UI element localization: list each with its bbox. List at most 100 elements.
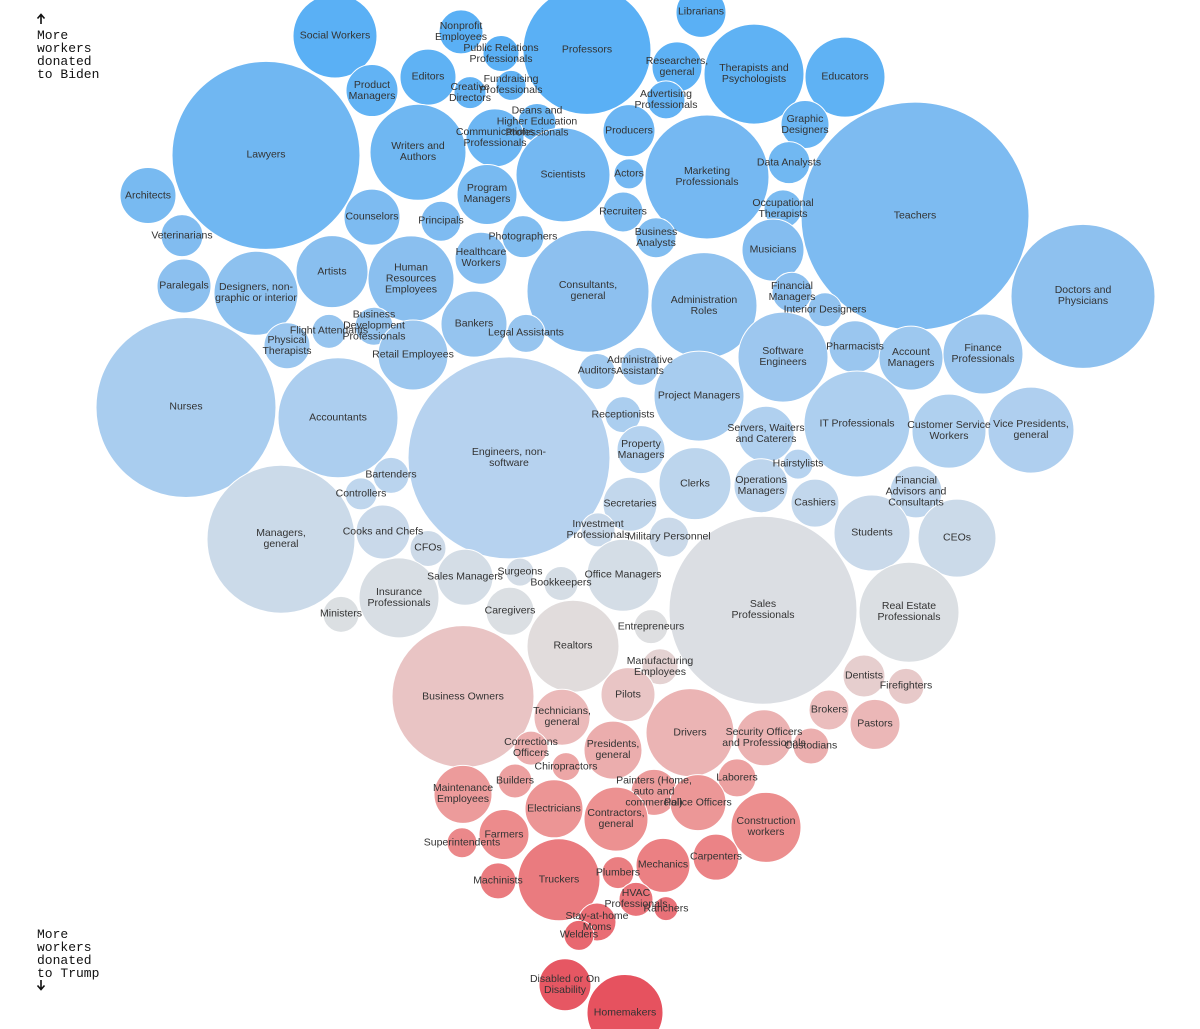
bubble <box>653 350 745 442</box>
bubble <box>409 529 447 567</box>
arrow-down <box>36 980 46 991</box>
bubble <box>345 64 399 118</box>
bubble <box>456 163 518 225</box>
bubble <box>551 752 581 782</box>
bubble <box>586 538 660 612</box>
bubble <box>833 494 911 572</box>
bubble <box>669 774 727 832</box>
bubble <box>675 0 727 38</box>
bubble <box>646 80 686 120</box>
bubble <box>618 881 654 917</box>
bubble <box>322 595 360 633</box>
bubble <box>160 214 204 258</box>
bubble <box>538 958 592 1012</box>
bubble <box>653 896 679 922</box>
bubble <box>600 667 656 723</box>
bubble <box>95 316 277 498</box>
bubble <box>436 548 494 606</box>
bubble <box>453 76 487 110</box>
bubble <box>635 217 677 259</box>
bubble <box>478 809 530 861</box>
bubble <box>369 103 467 201</box>
bubble <box>616 425 666 475</box>
bubble <box>526 599 620 693</box>
bubble <box>887 667 925 705</box>
bubble <box>601 856 635 890</box>
bubble <box>485 586 535 636</box>
bubble <box>454 231 508 285</box>
bubble <box>730 791 802 863</box>
bubble <box>807 292 843 328</box>
bubble <box>156 258 212 314</box>
bubble <box>433 764 493 824</box>
bubble <box>735 709 793 767</box>
bubble <box>741 218 805 282</box>
bubble <box>524 779 584 839</box>
bubble <box>808 689 850 731</box>
bubble <box>479 862 517 900</box>
bubble <box>641 648 679 686</box>
bubble <box>692 833 740 881</box>
bubble <box>771 271 813 313</box>
bubble <box>501 215 545 259</box>
bubble <box>206 464 356 614</box>
bubble <box>391 625 535 769</box>
bubble <box>828 320 882 374</box>
bubble <box>987 386 1075 474</box>
bubble <box>703 23 805 125</box>
bubble <box>295 235 369 309</box>
bubble <box>513 730 549 766</box>
bubble <box>495 69 527 101</box>
bubble <box>604 396 642 434</box>
bubble <box>343 188 401 246</box>
bubble <box>119 167 177 225</box>
bubble <box>213 250 299 336</box>
bubble <box>522 0 652 115</box>
bubble <box>644 114 770 240</box>
bubble <box>292 0 378 79</box>
bubble <box>648 516 690 558</box>
bubble <box>526 229 650 353</box>
bubble <box>602 191 644 233</box>
axis-note-bottom: More workers donated to Trump <box>37 927 100 981</box>
bubble <box>668 515 858 705</box>
bubble <box>438 9 484 55</box>
bubble <box>407 356 611 560</box>
bubble <box>505 557 535 587</box>
bubble <box>602 104 656 158</box>
bubble <box>399 48 457 106</box>
axis-note-top: More workers donated to Biden <box>37 28 100 82</box>
bubble <box>658 447 732 521</box>
bubble <box>889 465 943 519</box>
bubble <box>563 919 595 951</box>
bubble <box>635 837 691 893</box>
bubble <box>515 127 611 223</box>
bubble <box>171 60 361 250</box>
bubble <box>733 458 789 514</box>
bubble <box>263 322 311 370</box>
bubble <box>578 352 616 390</box>
bubble <box>1010 223 1156 369</box>
bubble <box>277 357 399 479</box>
bubble <box>737 405 795 463</box>
bubble <box>917 498 997 578</box>
bubble <box>586 974 664 1029</box>
bubble <box>358 557 440 639</box>
bubble <box>803 370 911 478</box>
bubble <box>792 727 830 765</box>
bubble <box>465 108 525 168</box>
bubble <box>620 346 660 386</box>
bubble <box>543 565 579 601</box>
bubble <box>533 688 591 746</box>
bubble <box>911 393 987 469</box>
bubble <box>377 319 449 391</box>
bubble <box>942 313 1024 395</box>
bubble <box>440 290 508 358</box>
bubble <box>446 827 478 859</box>
bubble <box>878 325 944 391</box>
bubble <box>372 456 410 494</box>
bubble <box>311 313 347 349</box>
bubble <box>790 478 840 528</box>
